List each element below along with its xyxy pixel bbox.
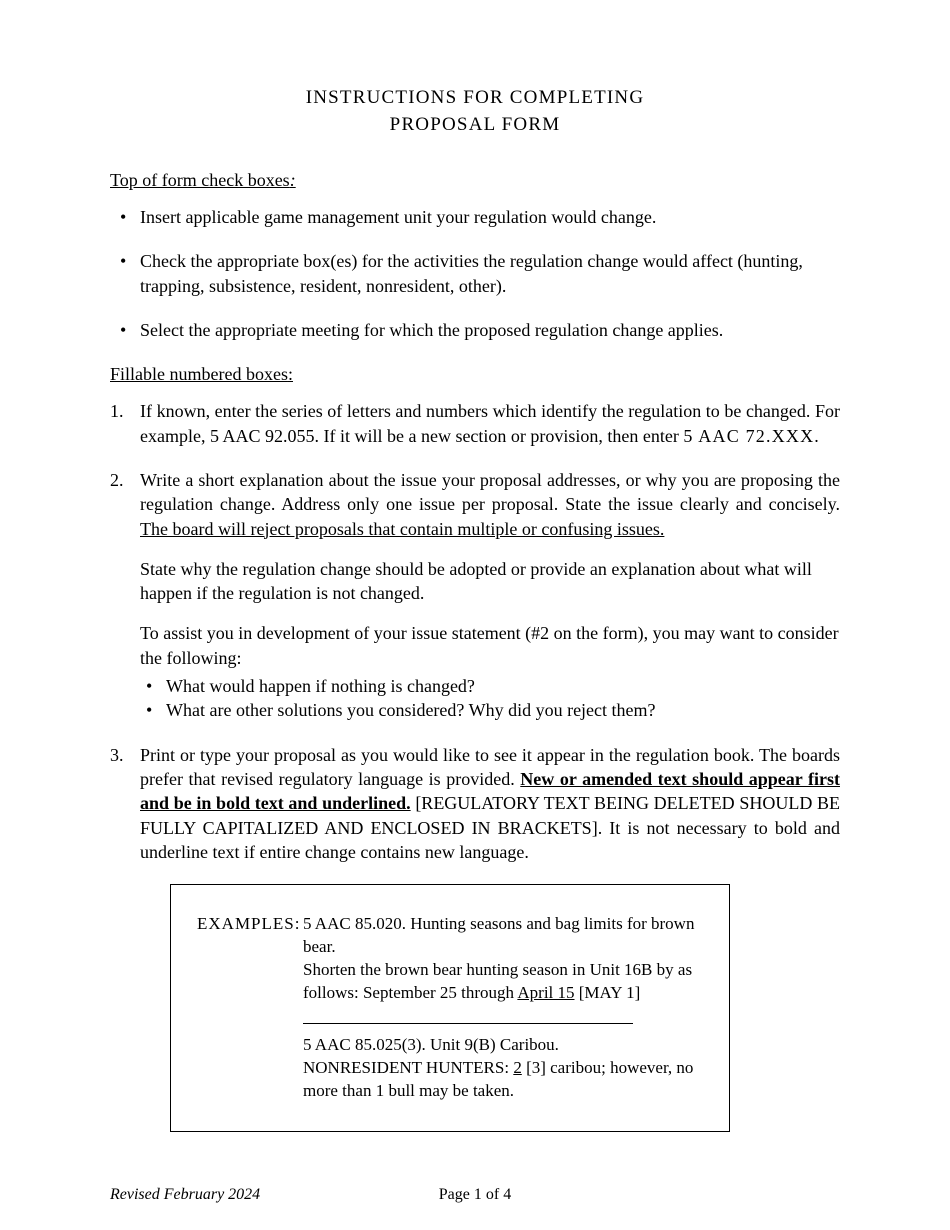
numbered-item-2: Write a short explanation about the issu…: [110, 468, 840, 723]
footer-page-number: Page 1 of 4: [110, 1186, 840, 1204]
num2-p2: State why the regulation change should b…: [140, 557, 840, 606]
inner-bullet-item: What would happen if nothing is changed?: [140, 674, 840, 698]
ex2-l2-underlined: 2: [513, 1058, 522, 1077]
document-title: INSTRUCTIONS FOR COMPLETING PROPOSAL FOR…: [110, 85, 840, 138]
bullet-item: Check the appropriate box(es) for the ac…: [110, 249, 840, 298]
section2-heading-text: Fillable numbered boxes: [110, 364, 288, 384]
ex1-line2: Shorten the brown bear hunting season in…: [303, 959, 703, 1005]
title-line-1: INSTRUCTIONS FOR COMPLETING: [306, 87, 645, 108]
section-heading-checkboxes: Top of form check boxes:: [110, 170, 840, 191]
section1-heading-text: Top of form check boxes: [110, 170, 290, 190]
title-line-2: PROPOSAL FORM: [390, 114, 561, 135]
numbered-item-3: Print or type your proposal as you would…: [110, 743, 840, 864]
top-bullets-list: Insert applicable game management unit y…: [110, 205, 840, 342]
num2-p1: Write a short explanation about the issu…: [140, 468, 840, 541]
numbered-item-1: If known, enter the series of letters an…: [110, 399, 840, 448]
examples-body: 5 AAC 85.020. Hunting seasons and bag li…: [303, 913, 703, 1103]
num2-p3: To assist you in development of your iss…: [140, 621, 840, 670]
bullet-item: Insert applicable game management unit y…: [110, 205, 840, 229]
inner-bullets: What would happen if nothing is changed?…: [140, 674, 840, 723]
ex1-l2-underlined: April 15: [517, 983, 574, 1002]
example-row: EXAMPLES: 5 AAC 85.020. Hunting seasons …: [197, 913, 703, 1103]
num1-b: 5 AAC 72.XXX.: [683, 426, 820, 446]
bullet-item: Select the appropriate meeting for which…: [110, 318, 840, 342]
ex2-l2a: NONRESIDENT HUNTERS:: [303, 1058, 513, 1077]
example-divider: [303, 1023, 633, 1024]
ex1-l2b: [MAY 1]: [575, 983, 641, 1002]
section1-colon: :: [290, 170, 296, 190]
examples-label: EXAMPLES:: [197, 913, 303, 1103]
num2-p1-a: Write a short explanation about the issu…: [140, 470, 840, 514]
num3-text: Print or type your proposal as you would…: [140, 743, 840, 864]
ex2-line2: NONRESIDENT HUNTERS: 2 [3] caribou; howe…: [303, 1057, 703, 1103]
section-heading-fillable: Fillable numbered boxes:: [110, 364, 840, 385]
examples-box: EXAMPLES: 5 AAC 85.020. Hunting seasons …: [170, 884, 730, 1132]
num1-text: If known, enter the series of letters an…: [140, 399, 840, 448]
ex2-line1: 5 AAC 85.025(3). Unit 9(B) Caribou.: [303, 1034, 703, 1057]
section2-colon: :: [288, 364, 293, 384]
numbered-list: If known, enter the series of letters an…: [110, 399, 840, 864]
page-footer: Revised February 2024 Page 1 of 4: [110, 1186, 840, 1204]
inner-bullet-item: What are other solutions you considered?…: [140, 698, 840, 722]
num2-p1-underlined: The board will reject proposals that con…: [140, 519, 664, 539]
ex1-line1: 5 AAC 85.020. Hunting seasons and bag li…: [303, 913, 703, 959]
